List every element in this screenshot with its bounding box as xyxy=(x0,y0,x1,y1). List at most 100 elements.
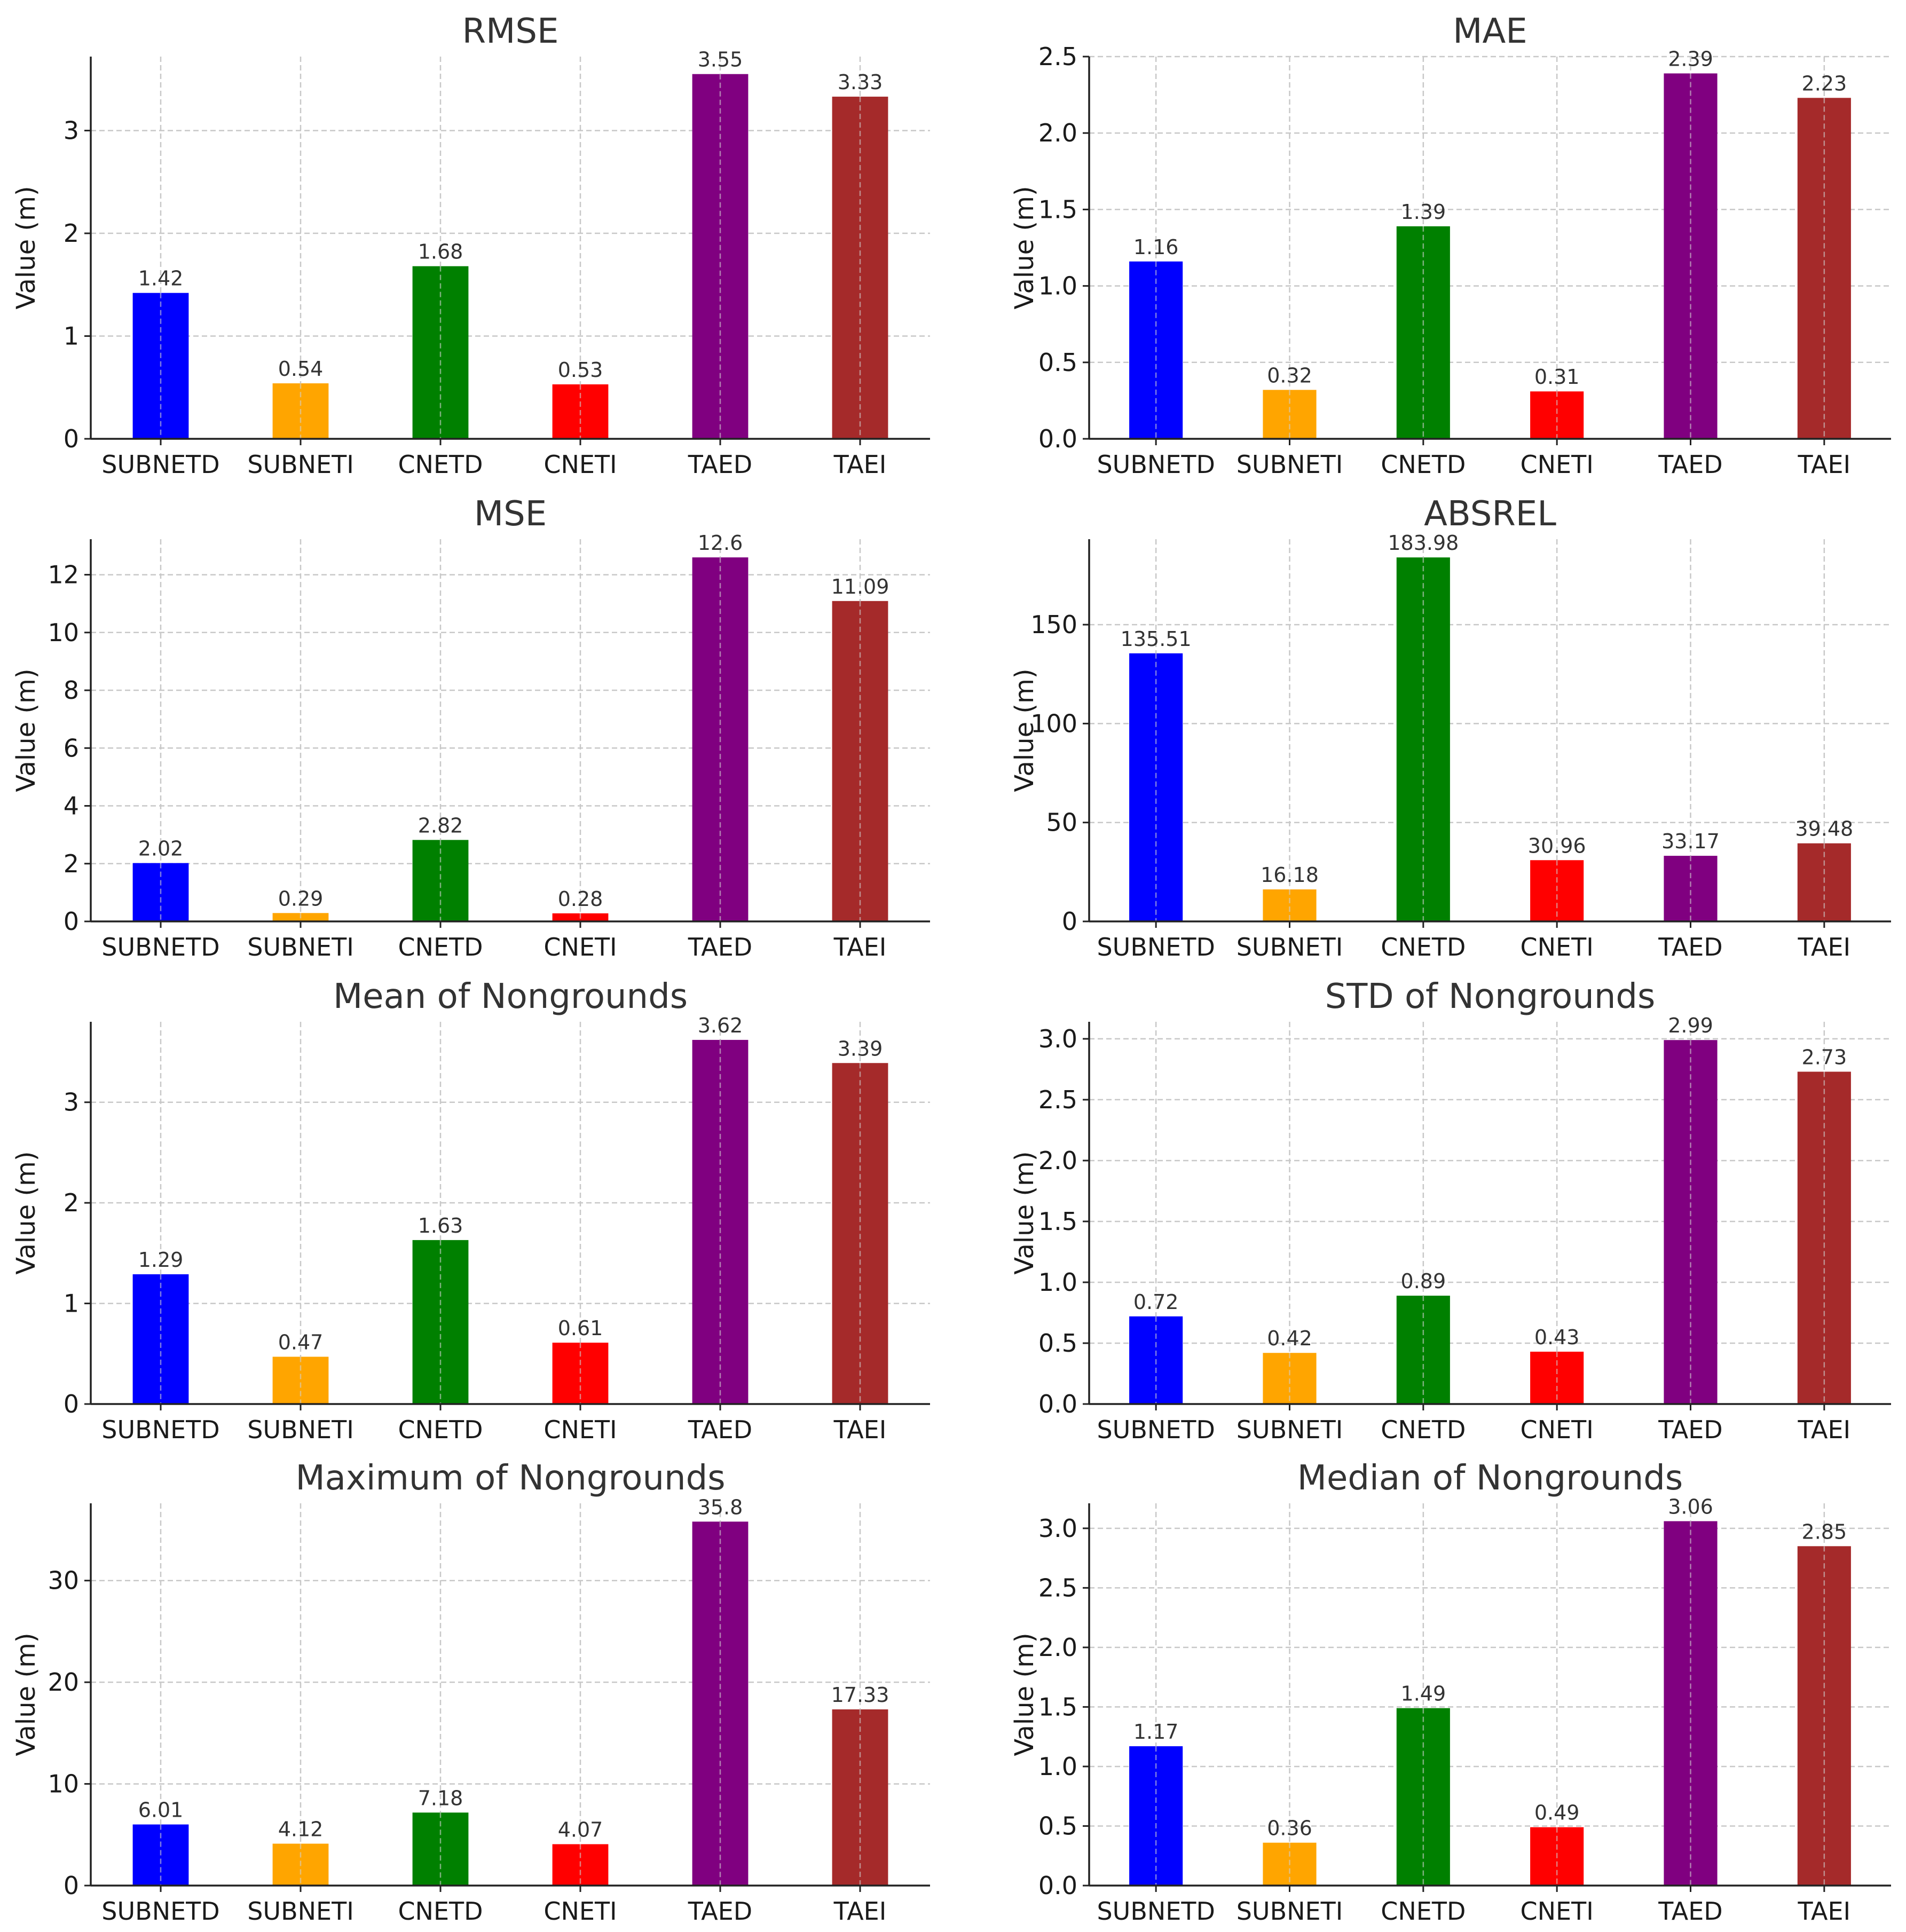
subplot-0: 0 1 2 3 1.42 SUBNETD 0.54 SUBNETI 1.68 CNETD 0.53 C… xyxy=(11,12,930,479)
bar-value-label: 39.48 xyxy=(1795,817,1853,841)
y-tick-label: 100 xyxy=(1030,709,1077,738)
bar-value-label: 16.18 xyxy=(1261,863,1319,887)
bar-value-label: 0.31 xyxy=(1534,365,1580,389)
y-axis-label: Value (m) xyxy=(1010,1151,1039,1274)
x-tick-label: SUBNETD xyxy=(1097,450,1215,479)
y-tick-label: 50 xyxy=(1046,808,1077,837)
bar-value-label: 33.17 xyxy=(1661,830,1720,853)
y-tick-label: 8 xyxy=(64,676,79,705)
x-tick-label: CNETD xyxy=(1381,933,1466,961)
y-tick-label: 0 xyxy=(64,1390,79,1418)
x-tick-label: CNETI xyxy=(544,1897,617,1926)
y-tick-label: 2 xyxy=(64,1188,79,1217)
x-tick-label: TAEI xyxy=(1798,450,1851,479)
x-tick-label: TAEI xyxy=(833,933,887,961)
bar-taei xyxy=(1797,98,1851,439)
x-tick-label: SUBNETD xyxy=(101,1415,219,1444)
y-axis-label: Value (m) xyxy=(1010,1633,1039,1756)
y-axis-label: Value (m) xyxy=(11,1633,41,1756)
y-tick-label: 12 xyxy=(48,561,79,589)
bar-value-label: 17.33 xyxy=(831,1683,889,1707)
x-tick-label: CNETI xyxy=(1521,450,1594,479)
y-tick-label: 150 xyxy=(1030,610,1077,639)
x-tick-label: SUBNETI xyxy=(1236,1415,1343,1444)
x-tick-label: CNETI xyxy=(544,450,617,479)
subplot-7: 0.0 0.5 1.0 1.5 2.0 2.5 3.0 1.17 SUBNETD 0.36 SUBN… xyxy=(1010,1458,1891,1926)
y-tick-label: 2 xyxy=(64,219,79,248)
y-tick-label: 10 xyxy=(48,618,79,647)
x-tick-label: TAED xyxy=(688,1897,752,1926)
subplot-2: 0 2 4 6 8 10 12 2.02 SUBNETD 0.29 SUBNETI 2.82 CNETD… xyxy=(11,494,930,961)
x-tick-label: CNETI xyxy=(1521,933,1594,961)
x-tick-label: CNETD xyxy=(398,1415,483,1444)
x-tick-label: SUBNETI xyxy=(1236,933,1343,961)
x-tick-label: CNETD xyxy=(398,1897,483,1926)
bar-value-label: 183.98 xyxy=(1388,531,1459,555)
bar-value-label: 2.39 xyxy=(1668,48,1713,71)
bar-value-label: 0.43 xyxy=(1534,1326,1580,1349)
y-tick-label: 0 xyxy=(64,424,79,453)
bar-value-label: 1.49 xyxy=(1401,1682,1446,1706)
bar-value-label: 135.51 xyxy=(1121,627,1192,651)
bar-value-label: 0.28 xyxy=(558,887,603,911)
y-tick-label: 0.0 xyxy=(1038,1390,1077,1418)
y-tick-label: 2 xyxy=(64,849,79,878)
y-tick-label: 0.5 xyxy=(1038,1329,1077,1358)
x-tick-label: TAEI xyxy=(1798,1415,1851,1444)
y-tick-label: 1.0 xyxy=(1038,1752,1077,1781)
bar-value-label: 1.16 xyxy=(1133,235,1179,259)
chart-title: Maximum of Nongrounds xyxy=(295,1458,725,1498)
x-tick-label: TAED xyxy=(688,450,752,479)
bar-value-label: 0.42 xyxy=(1267,1327,1312,1350)
bar-value-label: 1.63 xyxy=(418,1214,463,1237)
y-tick-label: 1.0 xyxy=(1038,272,1077,301)
bar-value-label: 7.18 xyxy=(418,1786,463,1810)
x-tick-label: TAEI xyxy=(833,450,887,479)
bar-value-label: 0.29 xyxy=(278,887,324,910)
bar-value-label: 12.6 xyxy=(698,531,743,555)
bar-value-label: 3.62 xyxy=(698,1014,743,1037)
y-axis-label: Value (m) xyxy=(11,668,41,792)
bar-value-label: 3.33 xyxy=(838,70,883,94)
y-tick-label: 2.0 xyxy=(1038,119,1077,147)
bar-value-label: 3.55 xyxy=(698,48,743,72)
x-tick-label: CNETD xyxy=(1381,1897,1466,1926)
bar-value-label: 1.68 xyxy=(418,240,463,264)
bar-value-label: 2.85 xyxy=(1802,1520,1847,1543)
subplot-1: 0.0 0.5 1.0 1.5 2.0 2.5 1.16 SUBNETD 0.32 SUBNETI… xyxy=(1010,12,1891,479)
y-tick-label: 3 xyxy=(64,1088,79,1117)
x-tick-label: SUBNETD xyxy=(1097,1897,1215,1926)
y-tick-label: 2.5 xyxy=(1038,42,1077,71)
y-tick-label: 2.0 xyxy=(1038,1146,1077,1175)
x-tick-label: TAEI xyxy=(1798,1897,1851,1926)
x-tick-label: CNETI xyxy=(1521,1897,1594,1926)
bar-value-label: 0.53 xyxy=(558,358,603,382)
bar-value-label: 3.06 xyxy=(1668,1495,1713,1518)
bar-taei xyxy=(1797,1546,1851,1886)
y-axis-label: Value (m) xyxy=(1010,668,1039,792)
y-tick-label: 3.0 xyxy=(1038,1024,1077,1053)
y-tick-label: 20 xyxy=(48,1668,79,1697)
y-tick-label: 1.5 xyxy=(1038,195,1077,224)
x-tick-label: SUBNETI xyxy=(247,1897,354,1926)
bar-value-label: 0.36 xyxy=(1267,1817,1312,1840)
chart-title: RMSE xyxy=(462,12,559,51)
chart-title: MSE xyxy=(474,494,547,534)
x-tick-label: SUBNETD xyxy=(101,1897,219,1926)
bar-value-label: 0.89 xyxy=(1401,1269,1446,1293)
bar-value-label: 1.39 xyxy=(1401,200,1446,224)
x-tick-label: CNETD xyxy=(1381,1415,1466,1444)
subplot-4: 0 1 2 3 1.29 SUBNETD 0.47 SUBNETI 1.63 CNETD 0.61 C… xyxy=(11,977,930,1444)
bar-value-label: 0.32 xyxy=(1267,364,1312,387)
y-axis-label: Value (m) xyxy=(11,1151,41,1274)
x-tick-label: SUBNETI xyxy=(1236,450,1343,479)
x-tick-label: TAED xyxy=(1658,450,1722,479)
bar-value-label: 0.54 xyxy=(278,357,324,381)
chart-title: STD of Nongrounds xyxy=(1325,977,1656,1016)
bar-cneti xyxy=(1530,391,1584,439)
bar-value-label: 0.61 xyxy=(558,1316,603,1340)
bar-value-label: 2.82 xyxy=(418,814,463,837)
bar-subneti xyxy=(272,1357,329,1404)
y-tick-label: 30 xyxy=(48,1566,79,1595)
